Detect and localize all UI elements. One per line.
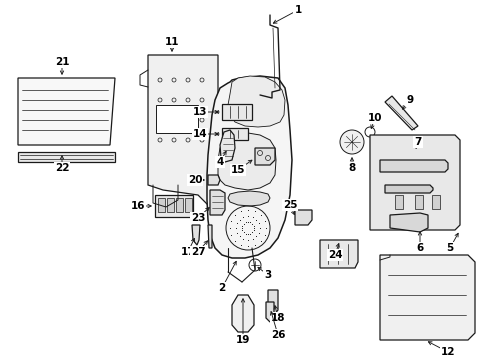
Polygon shape [192, 225, 200, 245]
Text: 26: 26 [270, 330, 285, 340]
Text: 24: 24 [327, 250, 342, 260]
Polygon shape [319, 240, 357, 268]
Polygon shape [369, 135, 459, 230]
Text: 1: 1 [294, 5, 301, 15]
Polygon shape [222, 128, 247, 140]
FancyBboxPatch shape [176, 198, 183, 212]
Polygon shape [18, 78, 115, 145]
Polygon shape [265, 302, 273, 322]
Text: 13: 13 [192, 107, 207, 117]
Text: 25: 25 [282, 200, 297, 210]
Text: 12: 12 [440, 347, 454, 357]
FancyBboxPatch shape [184, 198, 192, 212]
Polygon shape [207, 175, 220, 185]
Polygon shape [206, 76, 291, 258]
Text: 3: 3 [264, 270, 271, 280]
FancyBboxPatch shape [167, 198, 174, 212]
Text: 7: 7 [413, 137, 421, 147]
Polygon shape [207, 225, 212, 248]
Polygon shape [379, 160, 447, 172]
Polygon shape [209, 190, 224, 215]
Polygon shape [148, 55, 218, 205]
Text: 5: 5 [446, 243, 453, 253]
Polygon shape [231, 295, 253, 332]
Text: 2: 2 [218, 283, 225, 293]
Text: 4: 4 [216, 157, 223, 167]
Text: 9: 9 [406, 95, 413, 105]
Polygon shape [254, 148, 274, 165]
Text: 14: 14 [192, 129, 207, 139]
Polygon shape [267, 290, 278, 315]
Circle shape [339, 130, 363, 154]
Polygon shape [384, 185, 432, 193]
Polygon shape [218, 133, 275, 190]
Text: 11: 11 [164, 37, 179, 47]
Text: 16: 16 [130, 201, 145, 211]
Text: 8: 8 [347, 163, 355, 173]
Polygon shape [222, 104, 251, 120]
Text: 20: 20 [187, 175, 202, 185]
Text: 19: 19 [235, 335, 250, 345]
Polygon shape [294, 210, 311, 225]
Text: 18: 18 [270, 313, 285, 323]
Text: 27: 27 [190, 247, 205, 257]
Polygon shape [384, 96, 417, 130]
FancyBboxPatch shape [431, 195, 439, 209]
Text: 22: 22 [55, 163, 69, 173]
Polygon shape [379, 255, 474, 340]
Polygon shape [227, 191, 269, 206]
Text: 23: 23 [190, 213, 205, 223]
FancyBboxPatch shape [414, 195, 422, 209]
Text: 17: 17 [181, 247, 195, 257]
FancyBboxPatch shape [394, 195, 402, 209]
Text: 21: 21 [55, 57, 69, 67]
Polygon shape [155, 195, 193, 217]
Text: 10: 10 [367, 113, 382, 123]
Text: 15: 15 [230, 165, 245, 175]
Polygon shape [227, 76, 285, 127]
FancyBboxPatch shape [158, 198, 164, 212]
FancyBboxPatch shape [156, 105, 198, 133]
Polygon shape [389, 213, 427, 232]
Polygon shape [220, 130, 235, 162]
Text: 6: 6 [415, 243, 423, 253]
Polygon shape [18, 152, 115, 162]
